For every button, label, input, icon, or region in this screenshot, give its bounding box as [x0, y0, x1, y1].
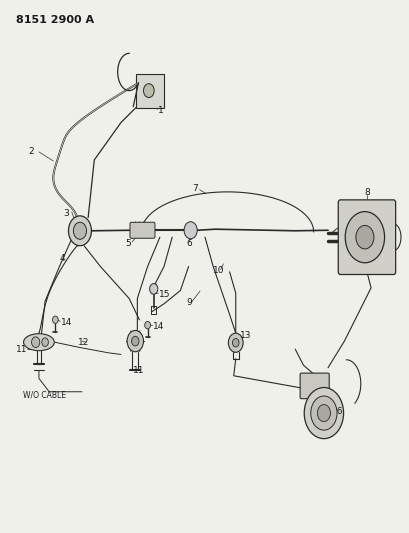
Text: 14: 14 — [61, 318, 72, 327]
Circle shape — [228, 333, 243, 352]
FancyBboxPatch shape — [135, 74, 164, 108]
Text: W/O CABLE: W/O CABLE — [22, 391, 65, 400]
Text: 14: 14 — [153, 322, 164, 331]
Text: 12: 12 — [78, 338, 89, 347]
Circle shape — [149, 284, 157, 294]
Circle shape — [355, 225, 373, 249]
Circle shape — [52, 316, 58, 324]
Circle shape — [31, 337, 40, 348]
Circle shape — [143, 84, 154, 98]
Text: 8151 2900 A: 8151 2900 A — [16, 15, 94, 25]
Circle shape — [73, 222, 86, 239]
Text: 13: 13 — [239, 332, 251, 340]
Text: 15: 15 — [159, 290, 170, 298]
Text: 2: 2 — [29, 148, 34, 156]
Text: 10: 10 — [213, 266, 224, 275]
Text: 4: 4 — [59, 254, 65, 263]
FancyBboxPatch shape — [337, 200, 395, 274]
Circle shape — [303, 387, 343, 439]
Text: 8: 8 — [363, 189, 369, 197]
Text: 16: 16 — [331, 407, 343, 416]
Circle shape — [317, 405, 330, 422]
Text: 11: 11 — [16, 345, 28, 353]
Ellipse shape — [24, 334, 54, 351]
Text: 3: 3 — [63, 209, 69, 217]
Circle shape — [42, 338, 48, 346]
Circle shape — [344, 212, 384, 263]
Text: 11: 11 — [133, 367, 144, 375]
FancyBboxPatch shape — [299, 373, 328, 399]
Circle shape — [68, 216, 91, 246]
Circle shape — [310, 396, 336, 430]
Circle shape — [127, 330, 143, 352]
Text: 1: 1 — [157, 106, 163, 115]
Text: 5: 5 — [125, 239, 130, 247]
FancyBboxPatch shape — [130, 222, 155, 238]
Text: 9: 9 — [186, 298, 192, 307]
Text: 7: 7 — [192, 184, 198, 193]
Circle shape — [131, 336, 139, 346]
Text: 6: 6 — [186, 239, 192, 247]
Circle shape — [184, 222, 197, 239]
Circle shape — [232, 338, 238, 347]
Circle shape — [144, 321, 150, 329]
